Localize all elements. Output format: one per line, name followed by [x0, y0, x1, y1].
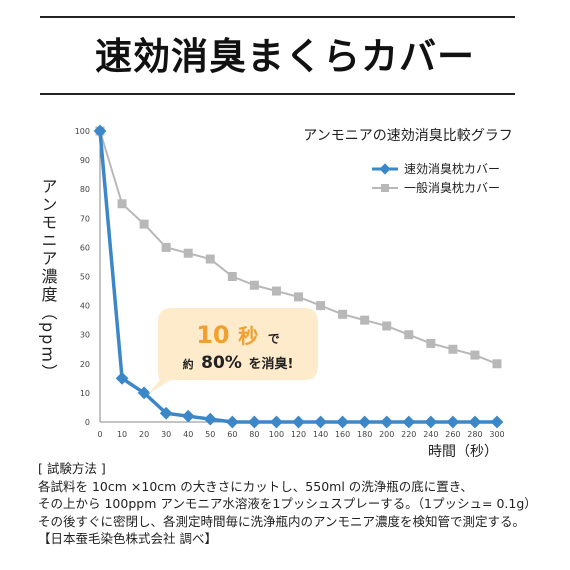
data-point-general — [404, 330, 414, 340]
callout-shape — [148, 308, 318, 394]
callout-small-suffix: を消臭! — [248, 356, 293, 372]
callout-line1: 10 秒 で — [196, 321, 280, 349]
x-tick-label: 10 — [117, 430, 127, 439]
x-tick-label: 300 — [489, 430, 504, 439]
x-tick-label: 140 — [313, 430, 328, 439]
data-point-fast — [159, 406, 173, 420]
x-tick-label: 280 — [467, 430, 482, 439]
data-point-fast — [380, 415, 394, 429]
data-point-fast — [203, 412, 217, 426]
data-point-fast — [336, 415, 349, 429]
x-tick-label: 260 — [445, 430, 460, 439]
notes-line-3: その後すぐに密閉し、各測定時間毎に洗浄瓶内のアンモニア濃度を検知管で測定する。 — [38, 513, 526, 529]
x-tick-label: 180 — [357, 430, 372, 439]
data-point-fast — [402, 415, 416, 429]
data-point-general — [338, 309, 348, 319]
callout-line2: 約 80% を消臭! — [183, 353, 294, 373]
data-point-fast — [424, 415, 438, 429]
x-tick-label: 100 — [269, 430, 284, 439]
y-tick-label: 0 — [85, 418, 90, 427]
data-point-general — [492, 359, 502, 369]
data-point-fast — [270, 415, 283, 429]
y-axis-label: アンモニア濃度（ppm） — [39, 178, 58, 382]
callout-small-value: 80% — [201, 353, 242, 373]
data-point-fast — [314, 415, 327, 429]
callout-big-number: 10 — [196, 321, 229, 349]
test-method-notes: [ 試験方法 ] 各試料を 10cm ×10cm の大きさにカットし、550ml… — [38, 460, 558, 548]
y-tick-label: 90 — [80, 156, 90, 165]
data-point-general — [227, 272, 237, 281]
legend-label-general: 一般消臭枕カバー — [404, 180, 500, 195]
callout-small-prefix: 約 — [183, 357, 194, 371]
y-tick-label: 10 — [80, 389, 90, 398]
y-tick-label: 20 — [80, 360, 90, 369]
data-point-general — [360, 315, 370, 325]
y-tick-label: 40 — [80, 302, 90, 311]
x-tick-label: 30 — [161, 430, 171, 439]
data-point-general — [249, 280, 259, 290]
notes-line-2: その上から 100ppm アンモニア水溶液を1プッシュスプレーする。（1プッシュ… — [38, 496, 537, 511]
x-tick-label: 220 — [401, 430, 416, 439]
x-tick-label: 50 — [205, 430, 215, 439]
x-axis-label: 時間（秒） — [428, 444, 498, 460]
data-point-fast — [137, 386, 151, 400]
data-point-fast — [292, 415, 305, 429]
data-point-fast — [225, 415, 239, 429]
data-point-fast — [248, 415, 261, 429]
x-tick-label: 0 — [97, 430, 102, 439]
callout-big-suffix: で — [268, 332, 280, 346]
notes-line-1: 各試料を 10cm ×10cm の大きさにカットし、550ml の洗浄瓶の底に置… — [38, 478, 473, 494]
chart-legend: 速効消臭枕カバー 一般消臭枕カバー — [372, 161, 500, 195]
y-tick-label: 30 — [80, 331, 90, 340]
data-point-fast — [446, 415, 460, 429]
x-tick-label: 40 — [183, 430, 193, 439]
callout-bubble: 10 秒 で 約 80% を消臭! — [148, 308, 318, 394]
notes-credit: 【日本蚕毛染色株式会社 調べ】 — [38, 531, 217, 546]
x-tick-label: 60 — [227, 430, 237, 439]
data-point-general — [139, 219, 149, 229]
data-point-fast — [181, 409, 195, 423]
data-point-general — [117, 199, 127, 209]
data-point-general — [205, 254, 215, 264]
x-tick-label: 20 — [139, 430, 149, 439]
x-tick-label: 160 — [335, 430, 350, 439]
data-point-fast — [490, 415, 504, 429]
data-point-fast — [358, 415, 372, 429]
data-point-fast — [468, 415, 482, 429]
legend-marker-general — [381, 184, 389, 192]
data-point-general — [426, 338, 436, 348]
data-point-general — [470, 350, 480, 360]
chart-title: アンモニアの速効消臭比較グラフ — [303, 128, 512, 144]
legend-marker-fast — [379, 163, 391, 175]
x-tick-label: 80 — [249, 430, 259, 439]
data-point-general — [161, 242, 171, 252]
callout-big-unit: 秒 — [238, 324, 258, 348]
title-top-rule — [40, 16, 515, 18]
legend-label-fast: 速効消臭枕カバー — [404, 161, 500, 176]
y-tick-label: 80 — [80, 185, 90, 194]
notes-heading: [ 試験方法 ] — [38, 461, 106, 476]
data-point-general — [294, 292, 303, 302]
page-title: 速効消臭まくらカバー — [95, 35, 475, 78]
y-tick-label: 60 — [80, 243, 90, 252]
x-tick-label: 120 — [291, 430, 306, 439]
chart-series — [93, 124, 504, 429]
data-point-general — [448, 344, 458, 354]
title-bottom-rule — [40, 93, 515, 95]
x-tick-label: 200 — [379, 430, 394, 439]
data-point-general — [382, 321, 392, 331]
data-point-fast — [115, 371, 129, 385]
data-point-general — [271, 286, 281, 296]
data-point-general — [316, 301, 326, 311]
y-tick-label: 70 — [80, 214, 90, 223]
y-tick-label: 50 — [80, 273, 90, 282]
y-tick-label: 100 — [75, 127, 90, 136]
data-point-general — [183, 248, 193, 258]
x-tick-label: 240 — [423, 430, 438, 439]
